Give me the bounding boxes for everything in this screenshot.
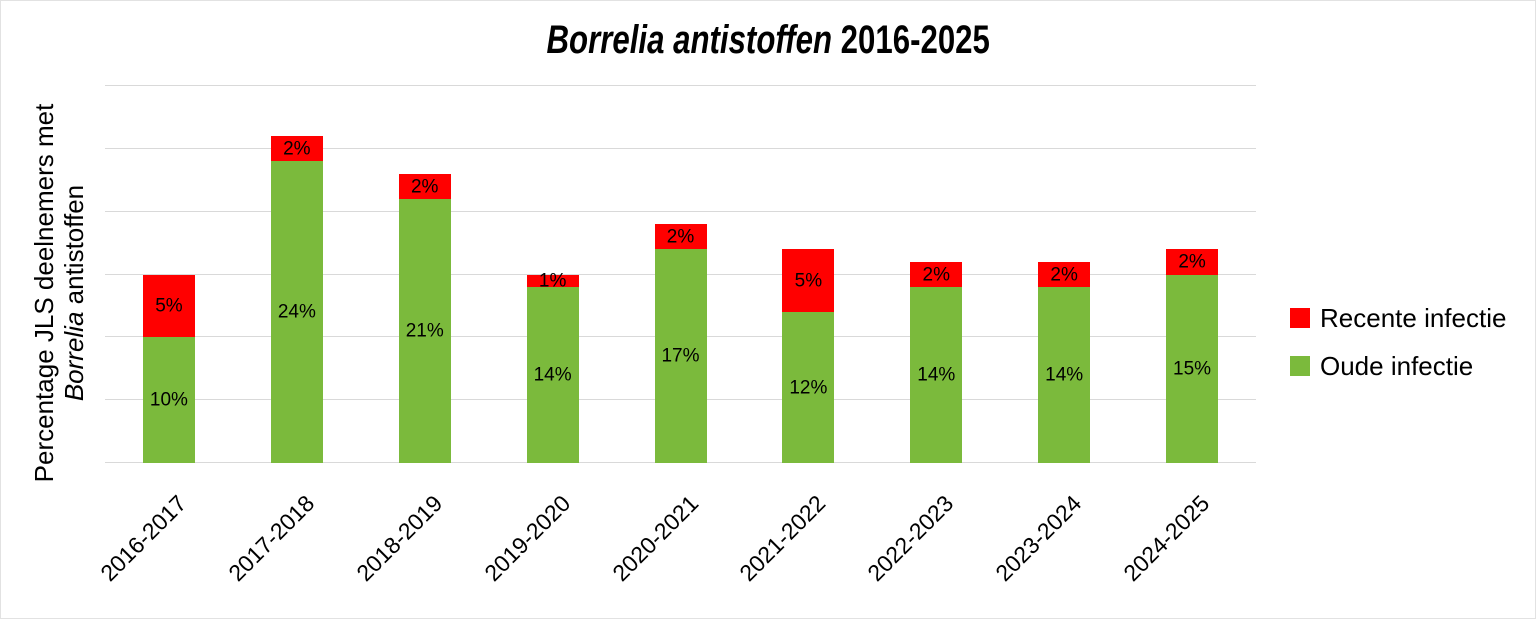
bar-value-label: 1%	[538, 270, 567, 292]
bar-segment-oude-infectie	[1038, 287, 1091, 463]
gridline	[105, 210, 1256, 212]
legend-item-label: Oude infectie	[1320, 351, 1474, 381]
bar-segment-oude-infectie	[782, 312, 835, 463]
bar-value-label: 2%	[666, 226, 695, 248]
x-axis-tick-label: 2016-2017	[95, 490, 192, 587]
bar-value-label: 12%	[789, 377, 828, 399]
bar-value-label: 15%	[1173, 358, 1212, 380]
bar-value-label: 14%	[533, 364, 572, 386]
bar-value-label: 5%	[155, 295, 183, 317]
legend-item-label: Recente infectie	[1320, 303, 1507, 333]
bar-value-label: 24%	[277, 301, 316, 323]
y-axis-title-line2-regular: antistoffen	[59, 184, 89, 312]
bar-segment-oude-infectie	[142, 337, 195, 463]
gridline	[105, 147, 1256, 149]
bar-segment-recente-infectie	[398, 173, 451, 200]
y-axis-title-line1: Percentage JLS deelnemers met	[29, 103, 59, 483]
bar-value-label: 5%	[794, 270, 823, 292]
chart-title-row: Borrelia antistoffen 2016-2025	[1, 17, 1535, 63]
legend-item-recente-infectie: Recente infectie	[1290, 304, 1506, 332]
bar-segment-recente-infectie	[1166, 249, 1219, 275]
bar-segment-recente-infectie	[654, 224, 707, 250]
bar-segment-oude-infectie	[270, 161, 323, 463]
legend-color-swatch	[1290, 356, 1310, 376]
x-axis-tick-label: 2020-2021	[606, 490, 703, 587]
x-axis-tick-label: 2021-2022	[734, 490, 831, 587]
chart-title-regular-part: 2016-2025	[831, 18, 990, 62]
bar-segment-recente-infectie	[142, 274, 195, 338]
bar-segment-oude-infectie	[1166, 274, 1219, 463]
bar-value-label: 17%	[661, 345, 700, 367]
x-axis-tick-label: 2017-2018	[223, 490, 320, 587]
chart-title: Borrelia antistoffen 2016-2025	[546, 17, 989, 63]
y-axis-title-line2: Borrelia antistoffen	[59, 83, 89, 503]
bar-value-label: 2%	[1050, 264, 1078, 285]
bar-segment-recente-infectie	[782, 249, 835, 313]
bar-segment-oude-infectie	[654, 249, 707, 463]
x-axis-tick-label: 2024-2025	[1118, 490, 1215, 587]
x-axis-tick-label: 2018-2019	[350, 490, 448, 587]
bar-value-label: 14%	[1045, 364, 1084, 386]
bar-value-label: 2%	[283, 138, 311, 160]
bar-value-label: 21%	[405, 320, 444, 342]
chart-title-italic-part: Borrelia antistoffen	[546, 18, 832, 62]
bar-segment-oude-infectie	[398, 199, 451, 463]
x-axis-tick-label: 2019-2020	[478, 490, 576, 587]
y-axis-title-line2-italic: Borrelia	[59, 311, 89, 402]
x-axis-tick-label: 2022-2023	[862, 490, 959, 587]
plot-area: 10% 5% 24% 2% 21% 2% 14% 1% 17% 2% 12% 5% 14% 2% 14% 2%…	[105, 85, 1256, 463]
gridline	[105, 85, 1256, 86]
bar-value-label: 2%	[1178, 251, 1206, 273]
legend-item-oude-infectie: Oude infectie	[1290, 352, 1506, 380]
x-axis-tick-label: 2023-2024	[990, 490, 1087, 587]
bar-segment-oude-infectie	[910, 287, 963, 463]
bar-segment-recente-infectie	[526, 274, 579, 288]
bar-segment-recente-infectie	[270, 136, 323, 162]
legend: Recente infectie Oude infectie	[1290, 304, 1506, 380]
bar-segment-oude-infectie	[526, 287, 579, 463]
bar-value-label: 2%	[410, 176, 439, 198]
bar-value-label: 14%	[917, 364, 956, 386]
bar-value-label: 2%	[922, 264, 950, 285]
bar-segment-recente-infectie	[910, 261, 963, 288]
legend-color-swatch	[1290, 308, 1310, 328]
bar-segment-recente-infectie	[1038, 261, 1091, 288]
y-axis-title: Percentage JLS deelnemers met Borrelia a…	[29, 83, 89, 503]
bar-value-label: 10%	[149, 389, 188, 411]
